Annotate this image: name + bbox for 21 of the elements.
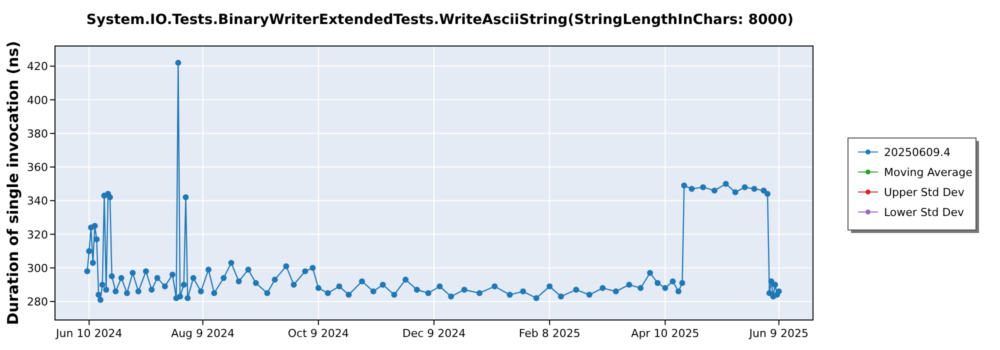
legend-label: Lower Std Dev <box>884 206 964 219</box>
chart-title: System.IO.Tests.BinaryWriterExtendedTests.WriteAsciiString(StringLengthInChars: 8000) <box>86 12 794 28</box>
y-axis-title: Duration of single invocation (ns) <box>4 41 22 325</box>
x-tick-label: Feb 8 2025 <box>518 327 580 340</box>
x-tick-label: Aug 9 2024 <box>171 327 235 340</box>
legend-label: Moving Average <box>884 166 973 179</box>
x-tick-label: Dec 9 2024 <box>402 327 466 340</box>
y-tick-label: 360 <box>27 161 48 174</box>
y-tick-label: 320 <box>27 228 48 242</box>
y-tick-label: 280 <box>27 296 48 309</box>
y-tick-label: 300 <box>27 262 48 275</box>
x-tick-label: Jun 10 2024 <box>55 327 122 340</box>
y-tick-label: 380 <box>27 127 48 140</box>
legend-label: 20250609.4 <box>884 146 950 159</box>
y-tick-label: 340 <box>27 194 48 208</box>
y-tick-label: 420 <box>27 60 48 74</box>
legend-label: Upper Std Dev <box>884 186 965 199</box>
x-tick-label: Oct 9 2024 <box>288 327 349 340</box>
x-tick-label: Apr 10 2025 <box>631 327 700 340</box>
x-tick-label: Jun 9 2025 <box>748 327 808 340</box>
y-tick-label: 400 <box>27 94 48 107</box>
